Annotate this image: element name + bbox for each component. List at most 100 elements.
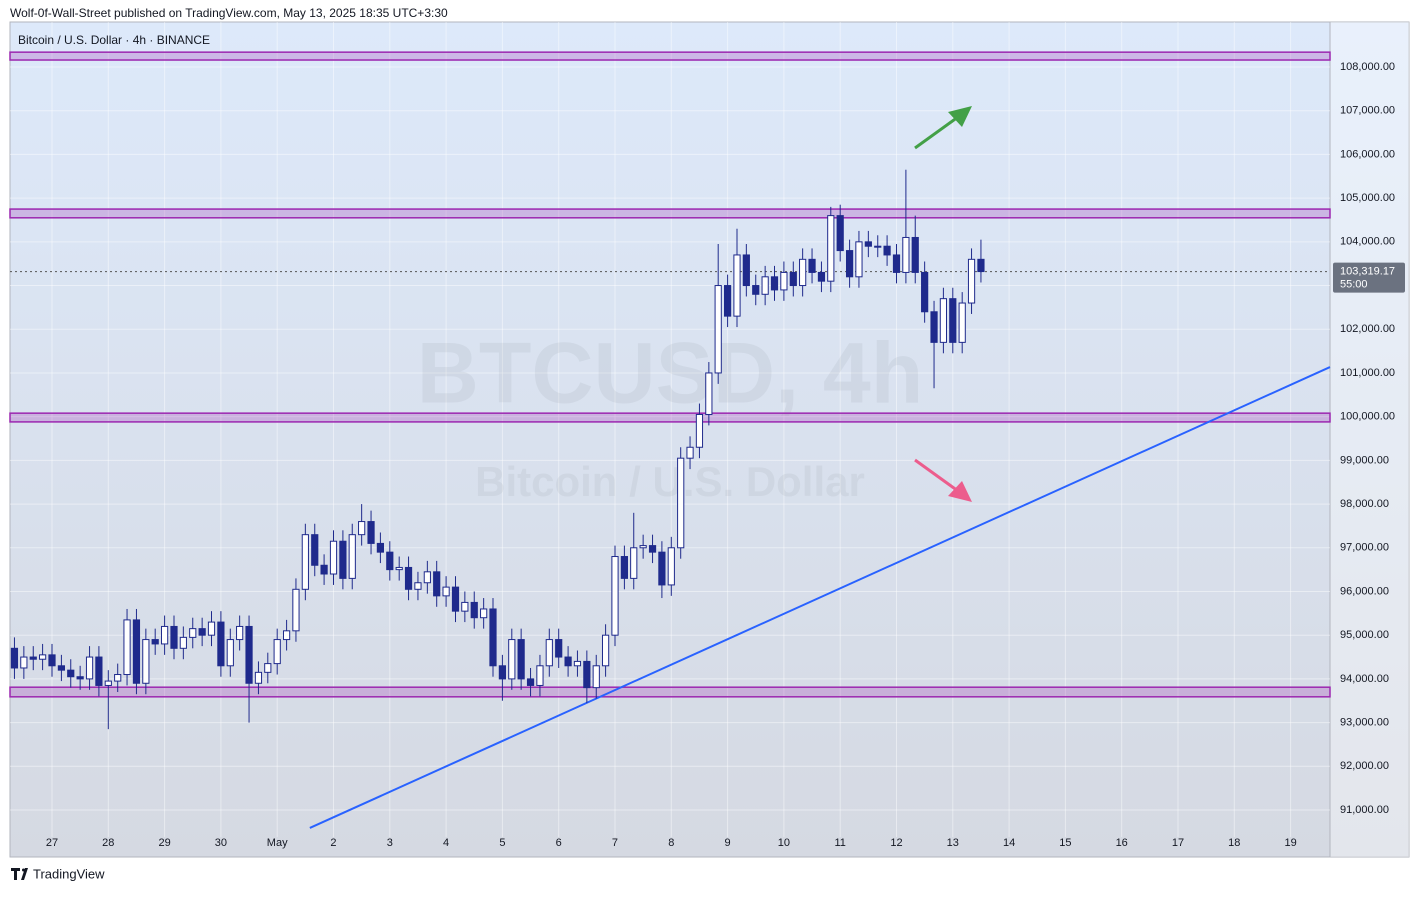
candle-body [949,298,957,343]
candle-body [526,678,535,686]
candle-body [348,534,356,579]
symbol-label: Bitcoin / U.S. Dollar · 4h · BINANCE [18,33,210,47]
x-tick-label: 9 [725,837,731,849]
candle-body [104,680,112,686]
candle-body [836,215,844,252]
y-tick-label: 92,000.00 [1340,760,1389,772]
candle-body [817,271,826,282]
candle-body [789,271,797,287]
y-tick-label: 107,000.00 [1340,105,1395,117]
up-arrow [914,106,972,150]
x-tick-label: 5 [499,837,505,849]
candle-body [742,254,750,287]
x-tick-label: 8 [668,837,674,849]
candle-body [733,254,741,317]
y-tick-label: 93,000.00 [1340,717,1389,729]
x-tick-label: May [267,837,288,849]
candle-body [292,588,300,632]
price-axis [1330,22,1409,857]
down-arrow [914,458,972,502]
zone [9,412,1331,423]
candle-body [592,665,600,689]
x-tick-label: 27 [46,837,58,849]
y-tick-label: 105,000.00 [1340,192,1395,204]
candle-body [57,665,66,671]
candle-body [217,621,225,667]
watermark-subtitle: Bitcoin / U.S. Dollar [475,458,865,505]
zone [9,208,1331,219]
candle-body [921,271,929,313]
candle-body [132,619,141,684]
candle-body [827,215,835,282]
candle-body [845,250,854,278]
candle-body [414,582,422,590]
candle-body [508,639,516,680]
candle-body [273,639,281,665]
candle-body [630,547,638,579]
candle-body [555,639,563,658]
y-tick-label: 101,000.00 [1340,367,1395,379]
candle-body [517,639,525,680]
candle-body [433,571,441,597]
x-tick-label: 10 [778,837,790,849]
candle-body [639,545,647,549]
candle-body [977,258,985,273]
candle-body [686,446,694,459]
candle-body [545,639,553,667]
trendline [309,366,1331,829]
countdown-label: 55:00 [1340,279,1368,291]
candle-body [114,674,122,682]
candle-body [29,656,37,660]
candle-body [207,621,216,636]
x-tick-label: 14 [1003,837,1015,849]
x-tick-label: 4 [443,837,449,849]
candle-body [799,258,807,287]
candle-body [245,625,253,684]
y-tick-label: 98,000.00 [1340,498,1389,510]
x-tick-label: 19 [1284,837,1296,849]
candle-body [123,619,131,676]
candle-body [864,241,872,247]
candle-body [761,276,769,295]
y-tick-label: 95,000.00 [1340,629,1389,641]
candle-body [48,654,56,667]
candle-body [67,669,75,678]
candle-body [301,534,309,590]
tradingview-logo [11,868,28,880]
y-tick-label: 104,000.00 [1340,236,1395,248]
candle-body [958,302,966,343]
candle-body [38,654,47,660]
candle-body [76,676,84,680]
plot [9,51,1331,829]
candle-body [282,630,291,641]
candle-body [770,276,779,291]
x-tick-label: 18 [1228,837,1240,849]
x-tick-label: 2 [330,837,336,849]
candle-body [264,663,272,673]
candle-body [367,521,375,544]
candle-body [376,542,384,553]
candle-body [967,258,976,304]
candle-body [883,245,891,256]
header: Wolf-0f-Wall-Street published on Trading… [10,6,448,20]
x-tick-label: 15 [1059,837,1071,849]
candle-body [489,608,497,667]
y-tick-label: 97,000.00 [1340,542,1389,554]
candle-body [667,547,675,586]
chart-background [9,21,1410,858]
candle-body [461,601,469,612]
candle-body [892,254,901,273]
candle-body [170,625,178,649]
candle-body [20,656,28,669]
candle-body [564,656,572,667]
zone [9,51,1331,61]
candle-body [329,540,338,575]
x-tick-label: 17 [1172,837,1184,849]
candle-body [677,457,685,549]
candle-body [498,665,506,680]
candle-body [705,372,713,415]
candle-body [695,413,704,448]
candle-body [723,285,732,317]
y-tick-label: 94,000.00 [1340,673,1389,685]
candle-body [395,566,403,571]
